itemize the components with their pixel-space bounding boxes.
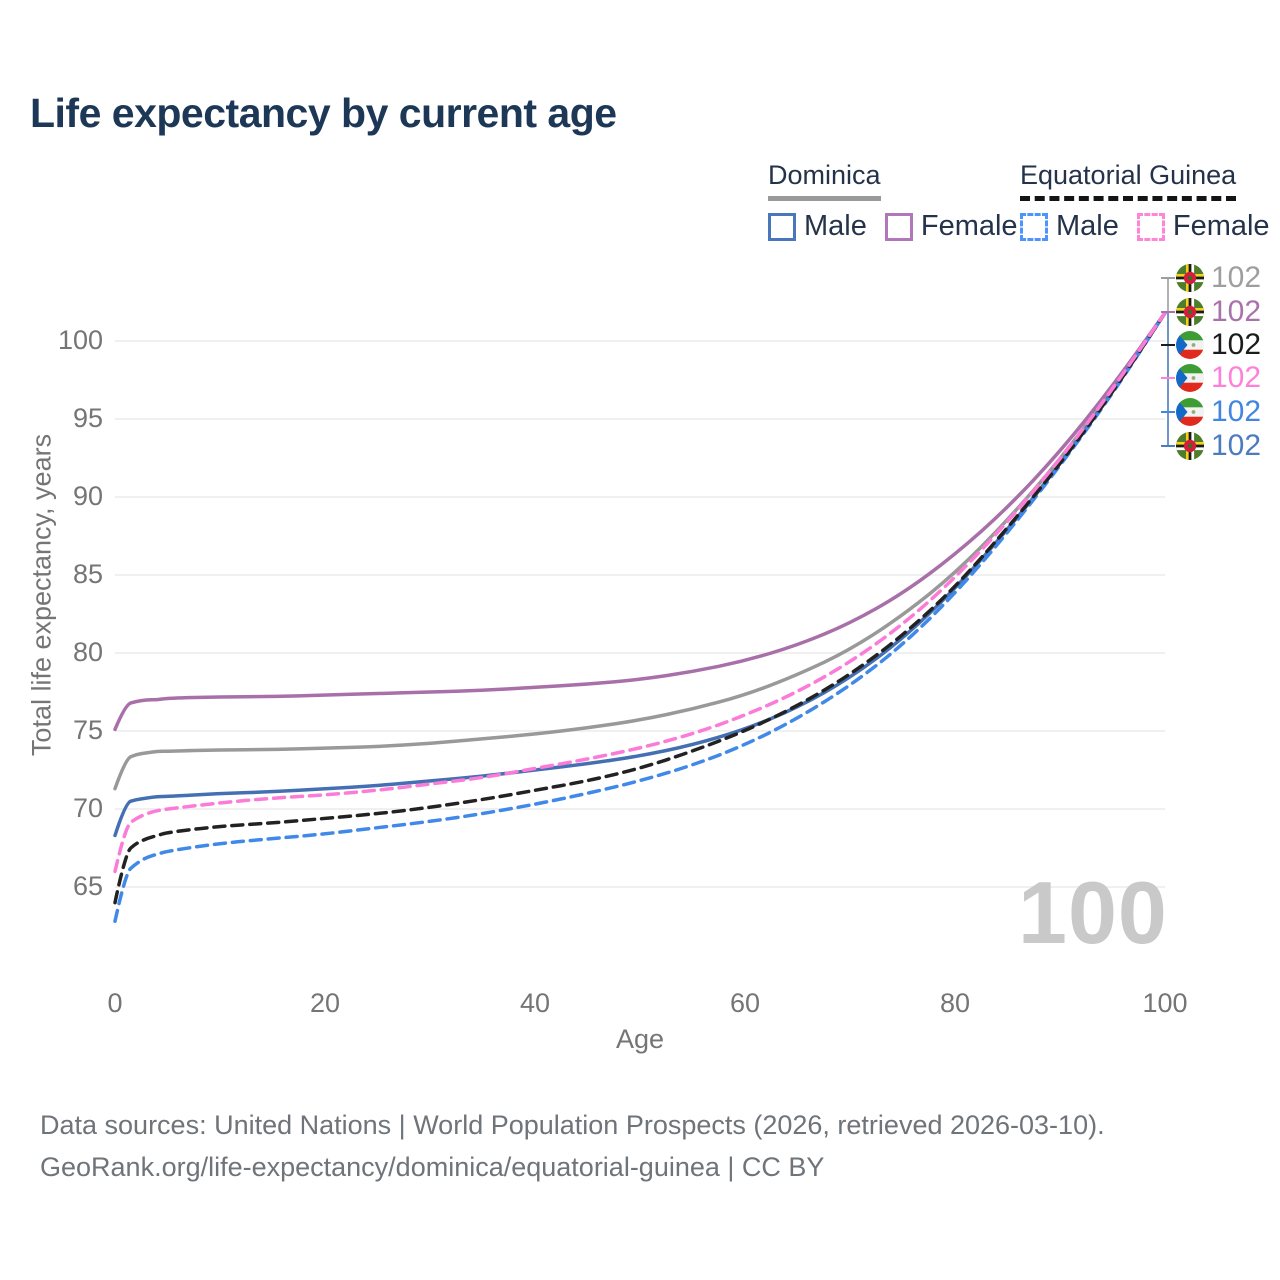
y-tick-label-75: 75 xyxy=(72,715,103,745)
legend-swatch-dominica-male[interactable] xyxy=(768,212,796,241)
y-tick-label-65: 65 xyxy=(72,871,103,901)
footer-data-sources: Data sources: United Nations | World Pop… xyxy=(40,1110,1105,1140)
y-tick-label-85: 85 xyxy=(72,559,103,589)
end-label-dominica-female[interactable]: 102 xyxy=(1176,295,1261,329)
series-line-equatorial-guinea-female[interactable] xyxy=(113,311,1167,874)
end-label-leader-lines xyxy=(1161,277,1175,447)
equatorial-guinea-flag-icon xyxy=(1176,364,1204,392)
gridlines xyxy=(115,340,1165,888)
end-label-value: 102 xyxy=(1211,261,1262,294)
end-label-equatorial-guinea-female[interactable]: 102 xyxy=(1176,361,1261,395)
end-label-value: 102 xyxy=(1211,295,1262,328)
legend-label-dominica-male[interactable]: Male xyxy=(804,210,867,242)
legend-swatch-eg-female[interactable] xyxy=(1136,212,1165,241)
series-line-equatorial-guinea-male[interactable] xyxy=(113,311,1167,924)
series-line-dominica-all[interactable] xyxy=(113,311,1167,791)
end-label-value: 102 xyxy=(1211,395,1262,428)
series-line-equatorial-guinea-all[interactable] xyxy=(113,311,1167,905)
legend-group-equatorial-guinea: Equatorial Guinea Male Female xyxy=(1020,160,1270,243)
legend-label-eg-female[interactable]: Female xyxy=(1172,210,1270,242)
x-tick-label-80: 80 xyxy=(939,988,971,1018)
end-label-dominica-all[interactable]: 102 xyxy=(1176,261,1261,295)
y-tick-label-80: 80 xyxy=(72,637,103,667)
end-label-dominica-male[interactable]: 102 xyxy=(1176,429,1261,463)
x-tick-label-0: 0 xyxy=(107,988,123,1018)
x-tick-label-60: 60 xyxy=(729,988,761,1018)
dominica-flag-icon xyxy=(1176,432,1204,460)
series-line-dominica-female[interactable] xyxy=(113,311,1167,732)
x-axis-title: Age xyxy=(615,1024,665,1054)
legend-country-equatorial-guinea[interactable]: Equatorial Guinea xyxy=(1020,160,1237,201)
y-tick-label-70: 70 xyxy=(72,793,103,823)
legend-country-dominica[interactable]: Dominica xyxy=(768,160,881,201)
footer-attribution: GeoRank.org/life-expectancy/dominica/equ… xyxy=(40,1152,825,1182)
footer: Data sources: United Nations | World Pop… xyxy=(40,1104,1105,1188)
end-label-value: 102 xyxy=(1211,361,1262,394)
legend-label-eg-male[interactable]: Male xyxy=(1056,210,1119,242)
legend-swatch-dominica-female[interactable] xyxy=(884,212,913,241)
end-label-equatorial-guinea-male[interactable]: 102 xyxy=(1176,395,1261,429)
x-tick-label-40: 40 xyxy=(519,988,551,1018)
age-watermark: 100 xyxy=(1018,863,1168,962)
end-label-value: 102 xyxy=(1211,328,1262,361)
equatorial-guinea-flag-icon xyxy=(1176,331,1204,359)
end-label-value: 102 xyxy=(1211,429,1262,462)
dominica-flag-icon xyxy=(1176,298,1204,326)
page-title: Life expectancy by current age xyxy=(30,90,617,136)
legend-swatch-eg-male[interactable] xyxy=(1020,212,1048,241)
equatorial-guinea-flag-icon xyxy=(1176,398,1204,426)
dominica-flag-icon xyxy=(1176,264,1204,292)
y-tick-label-100: 100 xyxy=(57,325,103,355)
end-label-equatorial-guinea-all[interactable]: 102 xyxy=(1176,328,1261,362)
legend-group-dominica: Dominica Male Female xyxy=(768,160,1018,243)
y-tick-label-95: 95 xyxy=(72,403,103,433)
legend-label-dominica-female[interactable]: Female xyxy=(920,210,1018,242)
x-tick-label-20: 20 xyxy=(309,988,341,1018)
series-line-dominica-male[interactable] xyxy=(113,311,1167,838)
x-tick-label-100: 100 xyxy=(1142,988,1188,1018)
y-tick-label-90: 90 xyxy=(72,481,103,511)
